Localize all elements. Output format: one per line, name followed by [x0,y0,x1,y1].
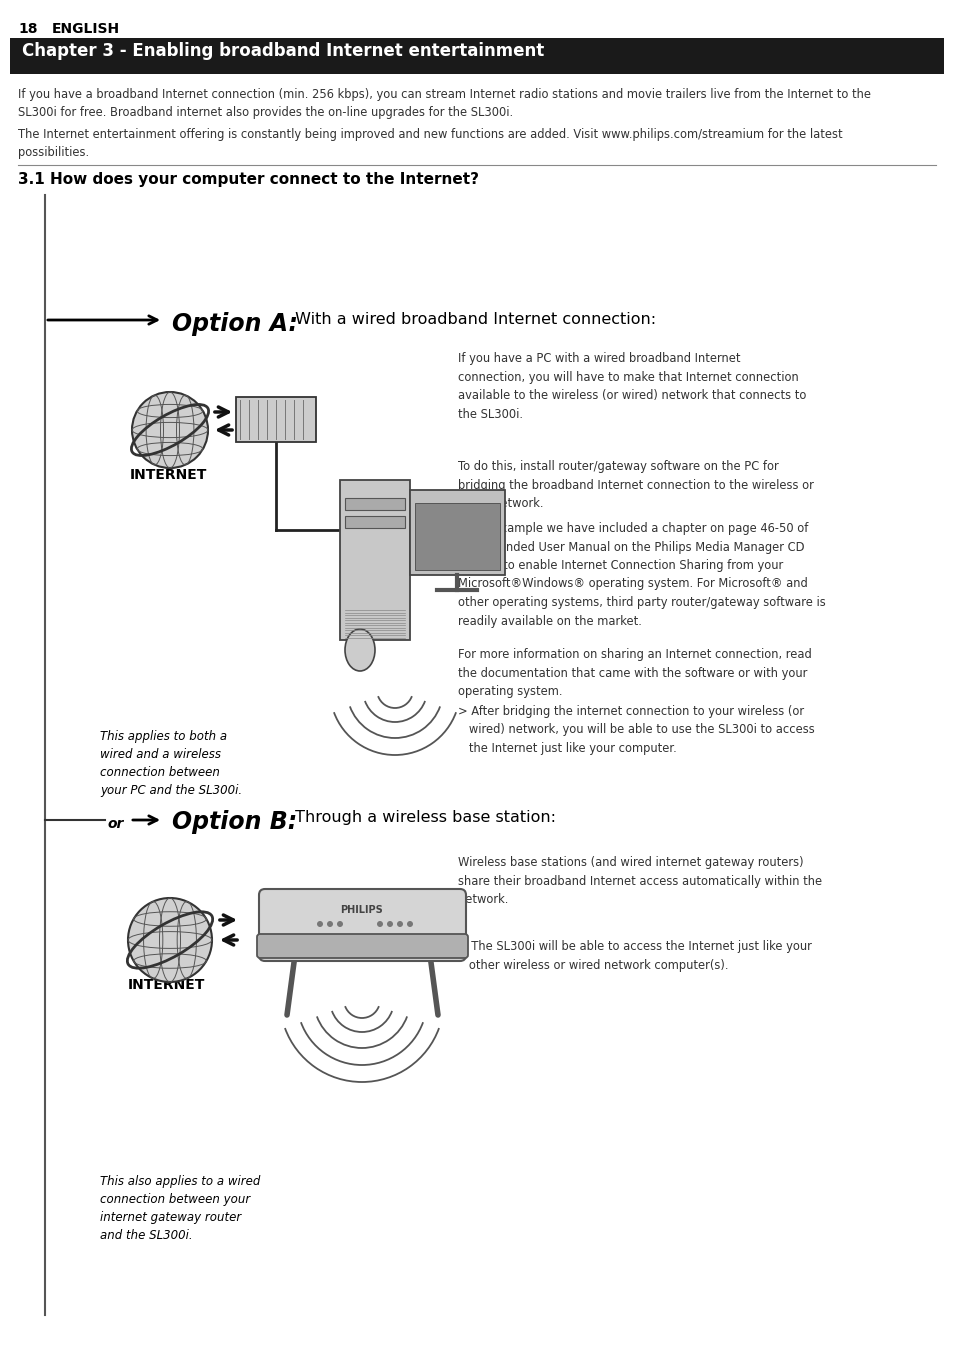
Bar [339,480,410,640]
Text: If you have a broadband Internet connection (min. 256 kbps), you can stream Inte: If you have a broadband Internet connect… [18,88,870,119]
Circle shape [376,921,382,927]
Ellipse shape [345,630,375,671]
Text: 3.1 How does your computer connect to the Internet?: 3.1 How does your computer connect to th… [18,172,478,186]
Circle shape [316,921,323,927]
Text: > The SL300i will be able to access the Internet just like your
   other wireles: > The SL300i will be able to access the … [457,940,811,971]
Text: PHILIPS: PHILIPS [340,905,383,915]
Text: As an example we have included a chapter on page 46-50 of
the extended User Manu: As an example we have included a chapter… [457,521,825,627]
Text: Wireless base stations (and wired internet gateway routers)
share their broadban: Wireless base stations (and wired intern… [457,857,821,907]
Text: To do this, install router/gateway software on the PC for
bridging the broadband: To do this, install router/gateway softw… [457,459,813,509]
Bar [410,490,504,576]
Text: 18: 18 [18,22,37,36]
Text: This also applies to a wired
connection between your
internet gateway router
and: This also applies to a wired connection … [100,1175,260,1242]
Circle shape [407,921,413,927]
Circle shape [396,921,402,927]
Text: This applies to both a
wired and a wireless
connection between
your PC and the S: This applies to both a wired and a wirel… [100,730,242,797]
Text: INTERNET: INTERNET [130,467,207,482]
Bar [10,38,943,74]
Text: or: or [108,817,124,831]
Circle shape [327,921,333,927]
Bar [415,503,499,570]
Text: Option B:: Option B: [172,811,297,834]
Bar [345,499,405,509]
FancyBboxPatch shape [235,397,315,442]
Text: > After bridging the internet connection to your wireless (or
   wired) network,: > After bridging the internet connection… [457,705,814,755]
Text: Through a wireless base station:: Through a wireless base station: [290,811,556,825]
Text: Chapter 3 - Enabling broadband Internet entertainment: Chapter 3 - Enabling broadband Internet … [22,42,543,59]
Text: INTERNET: INTERNET [128,978,205,992]
Circle shape [387,921,393,927]
FancyBboxPatch shape [256,934,468,958]
Text: If you have a PC with a wired broadband Internet
connection, you will have to ma: If you have a PC with a wired broadband … [457,353,805,420]
Circle shape [336,921,343,927]
Text: ENGLISH: ENGLISH [52,22,120,36]
Circle shape [128,898,212,982]
Text: For more information on sharing an Internet connection, read
the documentation t: For more information on sharing an Inter… [457,648,811,698]
Text: With a wired broadband Internet connection:: With a wired broadband Internet connecti… [290,312,656,327]
Bar [345,516,405,528]
FancyBboxPatch shape [258,889,465,961]
Text: The Internet entertainment offering is constantly being improved and new functio: The Internet entertainment offering is c… [18,128,841,159]
Text: Option A:: Option A: [172,312,297,336]
Circle shape [132,392,208,467]
